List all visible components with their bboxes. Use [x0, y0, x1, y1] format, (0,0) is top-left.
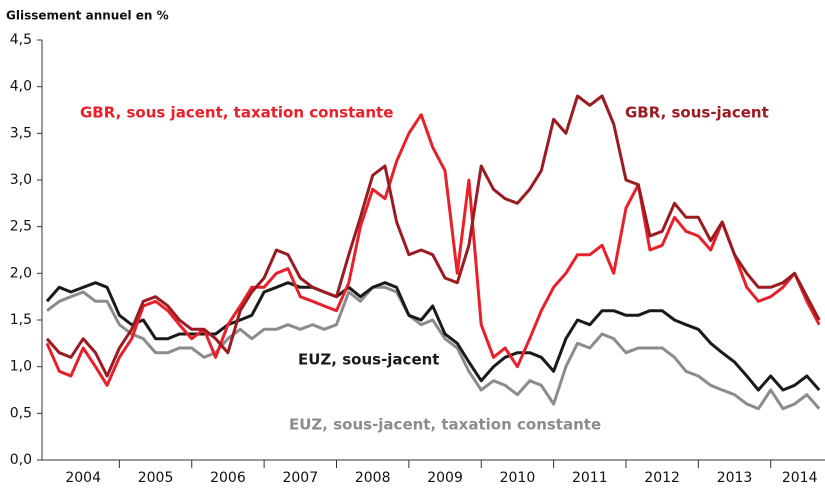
y-tick-label: 4,5: [10, 32, 32, 48]
x-tick-label: 2005: [138, 470, 174, 486]
series-line: [45, 281, 821, 392]
x-tick-label: 2007: [282, 470, 318, 486]
x-tick-label: 2012: [644, 470, 680, 486]
x-tick-label: 2011: [572, 470, 608, 486]
y-tick-label: 0,5: [10, 405, 32, 421]
series-label: GBR, sous-jacent: [625, 104, 769, 122]
y-tick-label: 0,0: [10, 452, 32, 468]
y-tick-label: 2,5: [10, 219, 32, 235]
series-label: EUZ, sous-jacent: [298, 351, 439, 369]
y-tick-label: 3,0: [10, 172, 32, 188]
series-label: EUZ, sous-jacent, taxation constante: [289, 416, 601, 434]
x-tick-label: 2004: [65, 470, 101, 486]
x-tick-label: 2014: [782, 470, 818, 486]
y-tick-label: 2,0: [10, 265, 32, 281]
series-line: [45, 94, 821, 378]
y-tick-label: 3,5: [10, 125, 32, 141]
x-tick-label: 2010: [500, 470, 536, 486]
series-label: GBR, sous jacent, taxation constante: [80, 104, 393, 122]
y-tick-label: 1,0: [10, 359, 32, 375]
x-tick-label: 2006: [210, 470, 246, 486]
y-tick-label: 4,0: [10, 79, 32, 95]
series-line: [45, 113, 821, 387]
x-tick-label: 2008: [355, 470, 391, 486]
chart-title: Glissement annuel en %: [6, 9, 169, 23]
x-tick-label: 2009: [427, 470, 463, 486]
y-tick-label: 1,5: [10, 312, 32, 328]
series-line: [46, 285, 821, 411]
x-tick-label: 2013: [717, 470, 753, 486]
